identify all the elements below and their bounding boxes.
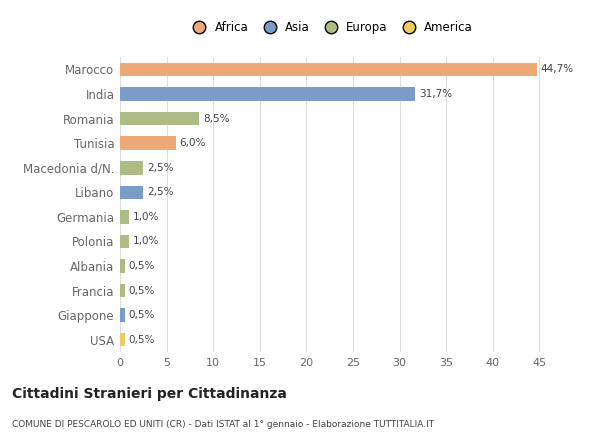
Bar — [120, 136, 176, 150]
Text: 0,5%: 0,5% — [128, 335, 155, 345]
Bar — [120, 308, 125, 322]
Text: COMUNE DI PESCAROLO ED UNITI (CR) - Dati ISTAT al 1° gennaio - Elaborazione TUTT: COMUNE DI PESCAROLO ED UNITI (CR) - Dati… — [12, 420, 434, 429]
Bar — [120, 284, 125, 297]
Text: 1,0%: 1,0% — [133, 236, 160, 246]
Text: Cittadini Stranieri per Cittadinanza: Cittadini Stranieri per Cittadinanza — [12, 387, 287, 401]
Text: 31,7%: 31,7% — [419, 89, 452, 99]
Text: 44,7%: 44,7% — [540, 65, 574, 74]
Bar — [120, 235, 130, 248]
Text: 8,5%: 8,5% — [203, 114, 229, 124]
Text: 2,5%: 2,5% — [147, 163, 173, 173]
Legend: Africa, Asia, Europa, America: Africa, Asia, Europa, America — [182, 16, 478, 38]
Text: 2,5%: 2,5% — [147, 187, 173, 197]
Bar — [120, 210, 130, 224]
Text: 6,0%: 6,0% — [179, 138, 206, 148]
Bar — [120, 186, 143, 199]
Text: 1,0%: 1,0% — [133, 212, 160, 222]
Bar — [120, 259, 125, 273]
Text: 0,5%: 0,5% — [128, 261, 155, 271]
Bar — [120, 63, 536, 76]
Text: 0,5%: 0,5% — [128, 286, 155, 296]
Bar — [120, 87, 415, 101]
Bar — [120, 333, 125, 346]
Text: 0,5%: 0,5% — [128, 310, 155, 320]
Bar — [120, 112, 199, 125]
Bar — [120, 161, 143, 175]
